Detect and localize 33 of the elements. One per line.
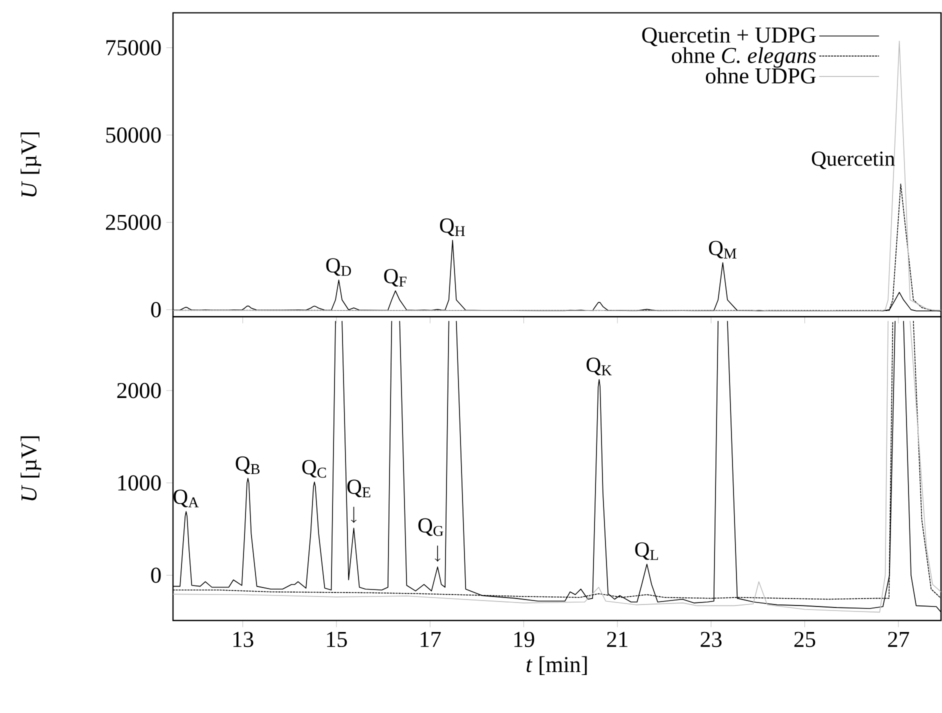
legend-label: Quercetin + UDPG xyxy=(642,28,816,46)
y-tick-label: 0 xyxy=(151,568,161,583)
y-tick-label: 50000 xyxy=(106,127,161,143)
y-tick-label: 0 xyxy=(151,302,161,318)
annotation: Q$_{A}$ xyxy=(174,490,199,508)
annotation: Q$_{C}$ xyxy=(302,460,326,478)
legend-label: ohne C. elegans xyxy=(672,47,816,68)
annotation: Q$_{B}$ xyxy=(236,456,260,474)
annotation: Q$_{K}$ xyxy=(586,358,612,376)
x-tick-label: 13 xyxy=(233,632,254,648)
y-tick-label: 2000 xyxy=(117,382,161,398)
y-axis-title: U [µV] xyxy=(20,436,42,500)
annotation: Q$_{D}$ xyxy=(326,258,351,276)
y-tick-label: 25000 xyxy=(106,214,161,230)
x-tick-label: 15 xyxy=(327,632,347,648)
annotation: Q$_{M}$ xyxy=(708,240,736,258)
x-tick-label: 27 xyxy=(888,632,910,647)
y-tick-label: 1000 xyxy=(118,475,161,491)
x-tick-label: 23 xyxy=(700,632,722,648)
annotation: Q$_{L}$ xyxy=(635,542,658,560)
annotation: Q$_{E}$ xyxy=(347,480,370,498)
annotation: Quercetin xyxy=(812,152,895,170)
y-axis-title: U [µV] xyxy=(20,132,42,197)
x-tick-label: 21 xyxy=(607,632,628,647)
annotation: Q$_{G}$ xyxy=(418,518,444,536)
x-tick-label: 25 xyxy=(794,632,816,648)
x-tick-label: 19 xyxy=(514,632,534,648)
x-tick-label: 17 xyxy=(420,632,441,647)
legend-label: ohne UDPG xyxy=(706,68,816,84)
y-tick-label: 75000 xyxy=(106,40,161,56)
annotation: Q$_{H}$ xyxy=(440,218,465,236)
annotation: Q$_{F}$ xyxy=(384,268,406,287)
x-axis-title: t [min] xyxy=(526,656,587,676)
